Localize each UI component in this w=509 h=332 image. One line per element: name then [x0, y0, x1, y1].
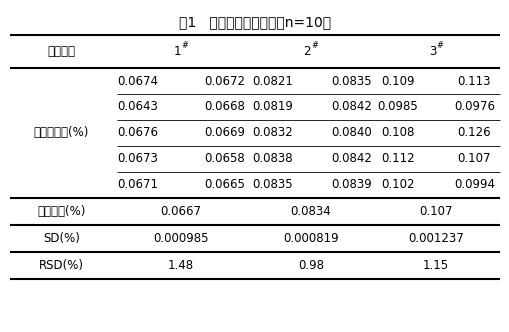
- Text: 0.107: 0.107: [418, 205, 452, 218]
- Text: 0.0667: 0.0667: [160, 205, 201, 218]
- Text: 0.107: 0.107: [457, 152, 490, 165]
- Text: 0.0834: 0.0834: [290, 205, 331, 218]
- Text: #: #: [310, 41, 317, 50]
- Text: 0.0658: 0.0658: [204, 152, 244, 165]
- Text: 1.15: 1.15: [422, 259, 448, 272]
- Text: 1: 1: [173, 45, 181, 58]
- Text: 0.0673: 0.0673: [117, 152, 158, 165]
- Text: 0.113: 0.113: [457, 74, 490, 88]
- Text: 0.0994: 0.0994: [453, 178, 494, 191]
- Text: 0.0835: 0.0835: [252, 178, 293, 191]
- Text: 0.108: 0.108: [380, 126, 414, 139]
- Text: 0.000819: 0.000819: [282, 232, 338, 245]
- Text: 0.0676: 0.0676: [117, 126, 158, 139]
- Text: #: #: [435, 41, 442, 50]
- Text: 0.98: 0.98: [298, 259, 323, 272]
- Text: 0.0835: 0.0835: [331, 74, 372, 88]
- Text: 0.0821: 0.0821: [252, 74, 293, 88]
- Text: 0.001237: 0.001237: [407, 232, 463, 245]
- Text: #: #: [181, 41, 187, 50]
- Text: 0.0668: 0.0668: [204, 100, 244, 114]
- Text: 0.102: 0.102: [380, 178, 414, 191]
- Text: RSD(%): RSD(%): [39, 259, 83, 272]
- Text: 2: 2: [303, 45, 310, 58]
- Text: SD(%): SD(%): [43, 232, 79, 245]
- Text: 0.112: 0.112: [380, 152, 414, 165]
- Text: 0.0838: 0.0838: [252, 152, 293, 165]
- Text: 0.0842: 0.0842: [331, 152, 372, 165]
- Text: 0.0674: 0.0674: [117, 74, 158, 88]
- Text: 包裹剂含量(%): 包裹剂含量(%): [34, 126, 89, 139]
- Text: 0.109: 0.109: [380, 74, 414, 88]
- Text: 0.0819: 0.0819: [252, 100, 293, 114]
- Text: 3: 3: [428, 45, 435, 58]
- Text: 0.0840: 0.0840: [331, 126, 372, 139]
- Text: 0.0976: 0.0976: [453, 100, 494, 114]
- Text: 0.0672: 0.0672: [204, 74, 244, 88]
- Text: 0.0669: 0.0669: [204, 126, 244, 139]
- Text: 0.000985: 0.000985: [153, 232, 208, 245]
- Text: 0.0985: 0.0985: [377, 100, 417, 114]
- Text: 0.0839: 0.0839: [331, 178, 372, 191]
- Text: 平均含量(%): 平均含量(%): [37, 205, 85, 218]
- Text: 0.0842: 0.0842: [331, 100, 372, 114]
- Text: 0.126: 0.126: [457, 126, 490, 139]
- Text: 样品编号: 样品编号: [47, 45, 75, 58]
- Text: 0.0832: 0.0832: [252, 126, 293, 139]
- Text: 0.0665: 0.0665: [204, 178, 244, 191]
- Text: 1.48: 1.48: [167, 259, 194, 272]
- Text: 表1   本发明精密度试验（n=10）: 表1 本发明精密度试验（n=10）: [179, 15, 330, 29]
- Text: 0.0643: 0.0643: [117, 100, 158, 114]
- Text: 0.0671: 0.0671: [117, 178, 158, 191]
